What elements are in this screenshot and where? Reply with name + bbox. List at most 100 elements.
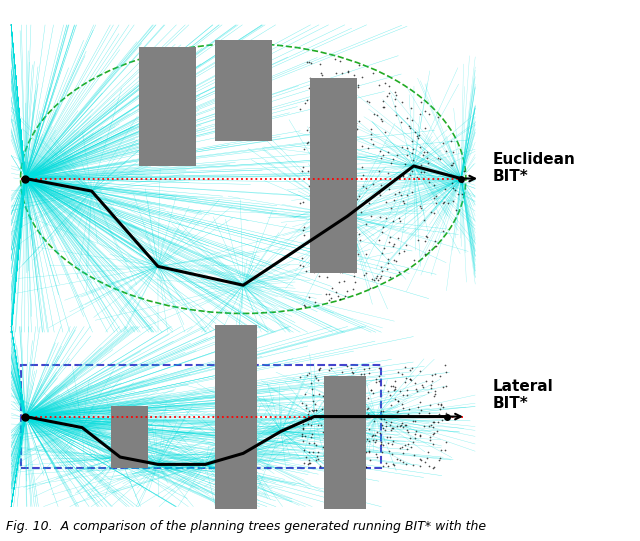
Point [428,423,438,431]
Point [338,149,348,158]
Point [331,69,341,77]
Point [333,278,344,286]
Point [336,89,346,97]
Point [300,432,310,440]
Point [442,438,452,447]
Point [419,167,429,176]
Point [306,249,316,258]
Point [413,133,423,142]
Point [308,267,319,276]
Point [302,371,312,379]
Point [381,432,392,441]
Point [349,156,359,164]
Point [334,415,344,424]
Point [376,439,387,448]
Point [300,413,310,421]
Point [376,266,387,275]
Point [435,372,445,380]
Point [383,461,393,470]
Point [401,385,412,394]
Point [343,440,353,449]
Point [380,79,390,88]
Point [370,438,380,446]
Point [335,268,346,276]
Point [316,413,326,421]
Point [414,130,424,139]
Point [456,177,466,186]
Point [377,410,387,419]
Point [309,439,319,447]
Point [420,377,431,385]
Point [372,452,383,461]
Point [378,223,388,232]
Point [334,445,344,453]
Point [412,173,422,182]
Point [415,168,426,176]
Point [338,407,348,416]
Point [307,87,317,95]
Point [428,440,438,448]
Point [378,243,388,252]
Point [410,430,420,438]
Point [348,381,358,390]
Point [342,441,353,450]
Point [326,380,336,388]
Point [328,143,339,152]
Point [305,448,315,457]
Point [424,422,435,431]
Point [378,103,388,111]
Point [303,167,313,175]
Point [388,386,399,394]
Point [318,170,328,179]
Point [324,289,335,298]
Point [330,384,340,393]
Point [425,401,435,410]
Point [314,390,324,398]
Point [395,456,405,464]
Point [355,208,365,217]
Point [376,154,387,163]
Point [415,142,425,151]
Point [385,391,396,399]
Point [366,386,376,395]
Point [354,411,364,419]
Point [407,167,417,175]
Point [397,98,407,107]
Point [316,69,326,78]
Point [348,284,358,293]
Point [351,446,361,455]
Point [408,437,419,446]
Point [310,399,320,408]
Point [420,458,431,466]
Point [447,179,458,187]
Point [324,97,334,105]
Point [342,100,353,109]
Point [415,397,425,406]
Point [407,137,417,146]
Point [435,154,445,163]
Point [319,397,330,405]
Point [304,456,314,465]
Point [298,437,308,445]
Point [388,381,399,390]
Point [307,385,317,394]
Point [301,96,312,105]
Point [434,455,444,464]
Point [451,206,461,214]
Point [420,107,430,115]
Point [440,445,451,454]
Point [387,440,397,448]
Point [338,208,348,216]
Point [361,184,371,193]
Point [349,230,359,239]
Point [380,417,390,426]
Point [303,460,313,469]
Point [383,88,394,97]
Point [379,415,389,424]
Point [429,194,439,202]
Point [440,185,451,194]
Point [407,116,417,125]
Point [340,375,350,384]
Point [356,384,367,393]
Point [343,188,353,196]
